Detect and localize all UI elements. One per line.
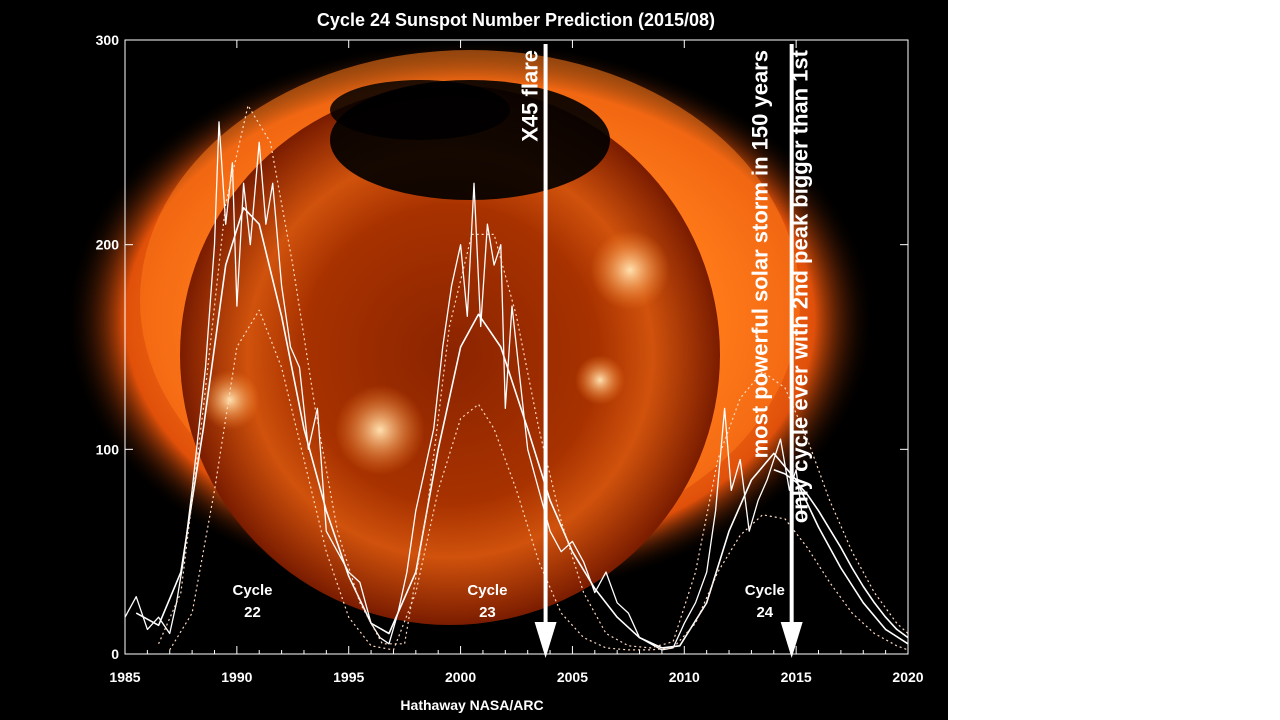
cycle-label: Cycle 22 bbox=[233, 582, 273, 621]
sun-background bbox=[65, 40, 875, 625]
series-lower-bound bbox=[169, 309, 908, 651]
x-tick-label: 1995 bbox=[333, 669, 364, 685]
series-prediction bbox=[773, 469, 908, 639]
y-tick-label: 200 bbox=[96, 237, 120, 253]
series-smoothed bbox=[135, 207, 908, 649]
x-tick-label: 2005 bbox=[557, 669, 588, 685]
cycle-label: Cycle 23 bbox=[467, 582, 507, 621]
y-tick-label: 0 bbox=[111, 646, 119, 662]
chart-credit: Hathaway NASA/ARC bbox=[400, 697, 543, 713]
series-layer bbox=[125, 104, 908, 651]
x-tick-label: 1985 bbox=[109, 669, 140, 685]
x-tick-label: 2020 bbox=[892, 669, 923, 685]
x-tick-label: 1990 bbox=[221, 669, 252, 685]
axis-ticks: 1985 1990 1995 2000 2005 2010 2015 2020 0 100 200 3… bbox=[96, 32, 924, 685]
y-tick-label: 100 bbox=[96, 441, 120, 457]
arrow-label: X45 flare bbox=[517, 50, 542, 142]
arrow-head bbox=[780, 622, 803, 658]
arrow-label: most powerful solar storm in 150 years bbox=[747, 50, 772, 458]
cycle-label: Cycle 24 bbox=[745, 582, 785, 621]
arrow-label: only cycle ever with 2nd peak bigger tha… bbox=[787, 49, 812, 523]
chart-stage: 1985 1990 1995 2000 2005 2010 2015 2020 0 100 200 3… bbox=[0, 0, 948, 720]
x-tick-label: 2000 bbox=[445, 669, 476, 685]
y-tick-label: 300 bbox=[96, 32, 120, 48]
x-tick-label: 2010 bbox=[669, 669, 700, 685]
sunspot-chart: 1985 1990 1995 2000 2005 2010 2015 2020 0 100 200 3… bbox=[65, 10, 924, 713]
annotations-layer: Cycle 22 Cycle 23 Cycle 24 X45 flare most power… bbox=[233, 44, 812, 658]
x-tick-label: 2015 bbox=[781, 669, 812, 685]
chart-title: Cycle 24 Sunspot Number Prediction (2015… bbox=[317, 10, 715, 30]
arrow-head bbox=[534, 622, 557, 658]
series-monthly bbox=[125, 121, 804, 651]
plot-frame bbox=[124, 39, 909, 655]
